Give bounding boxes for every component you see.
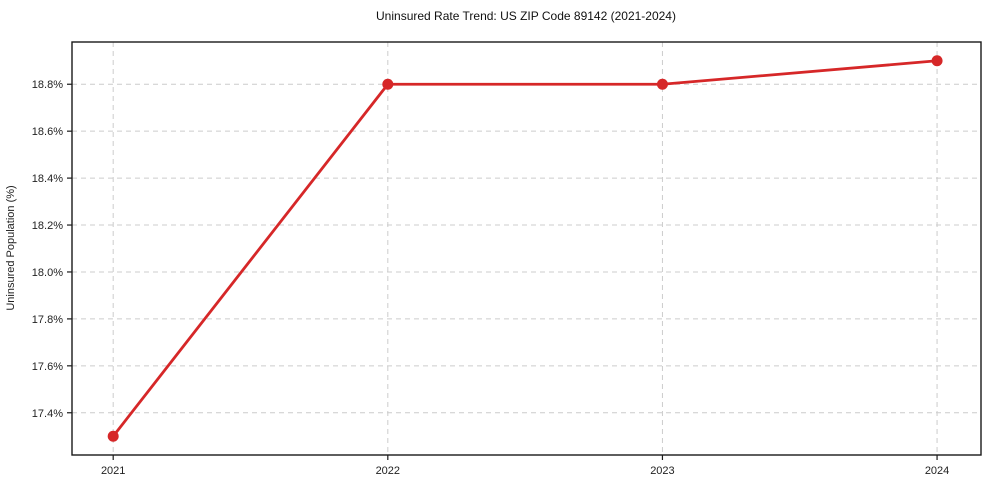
data-point-2022 <box>382 78 394 90</box>
plot-border <box>71 41 982 456</box>
y-tick-label: 18.8% <box>32 79 63 91</box>
y-tick-label: 18.4% <box>32 173 63 185</box>
chart-title: Uninsured Rate Trend: US ZIP Code 89142 … <box>376 9 676 23</box>
y-tick-label: 17.6% <box>32 361 63 373</box>
y-tick-label: 17.8% <box>32 314 63 326</box>
y-axis-label: Uninsured Population (%) <box>5 185 17 310</box>
data-point-2023 <box>656 78 668 90</box>
y-tick-label: 18.2% <box>32 220 63 232</box>
gridlines <box>72 42 981 455</box>
x-tick-label: 2024 <box>925 465 949 477</box>
data-point-2021 <box>107 430 119 442</box>
y-tick-label: 18.6% <box>32 126 63 138</box>
trend-line <box>111 59 939 438</box>
y-tick-label: 17.4% <box>32 408 63 420</box>
y-tick-label: 18.0% <box>32 267 63 279</box>
data-series <box>107 55 943 442</box>
x-tick-label: 2023 <box>650 465 674 477</box>
data-point-2024 <box>931 55 943 67</box>
x-tick-label: 2022 <box>376 465 400 477</box>
axis-ticks: 17.4% 17.6% 17.8% 18.0% 18.2% 18.4% 18.6% 18.8%… <box>32 79 950 477</box>
x-tick-label: 2021 <box>101 465 125 477</box>
